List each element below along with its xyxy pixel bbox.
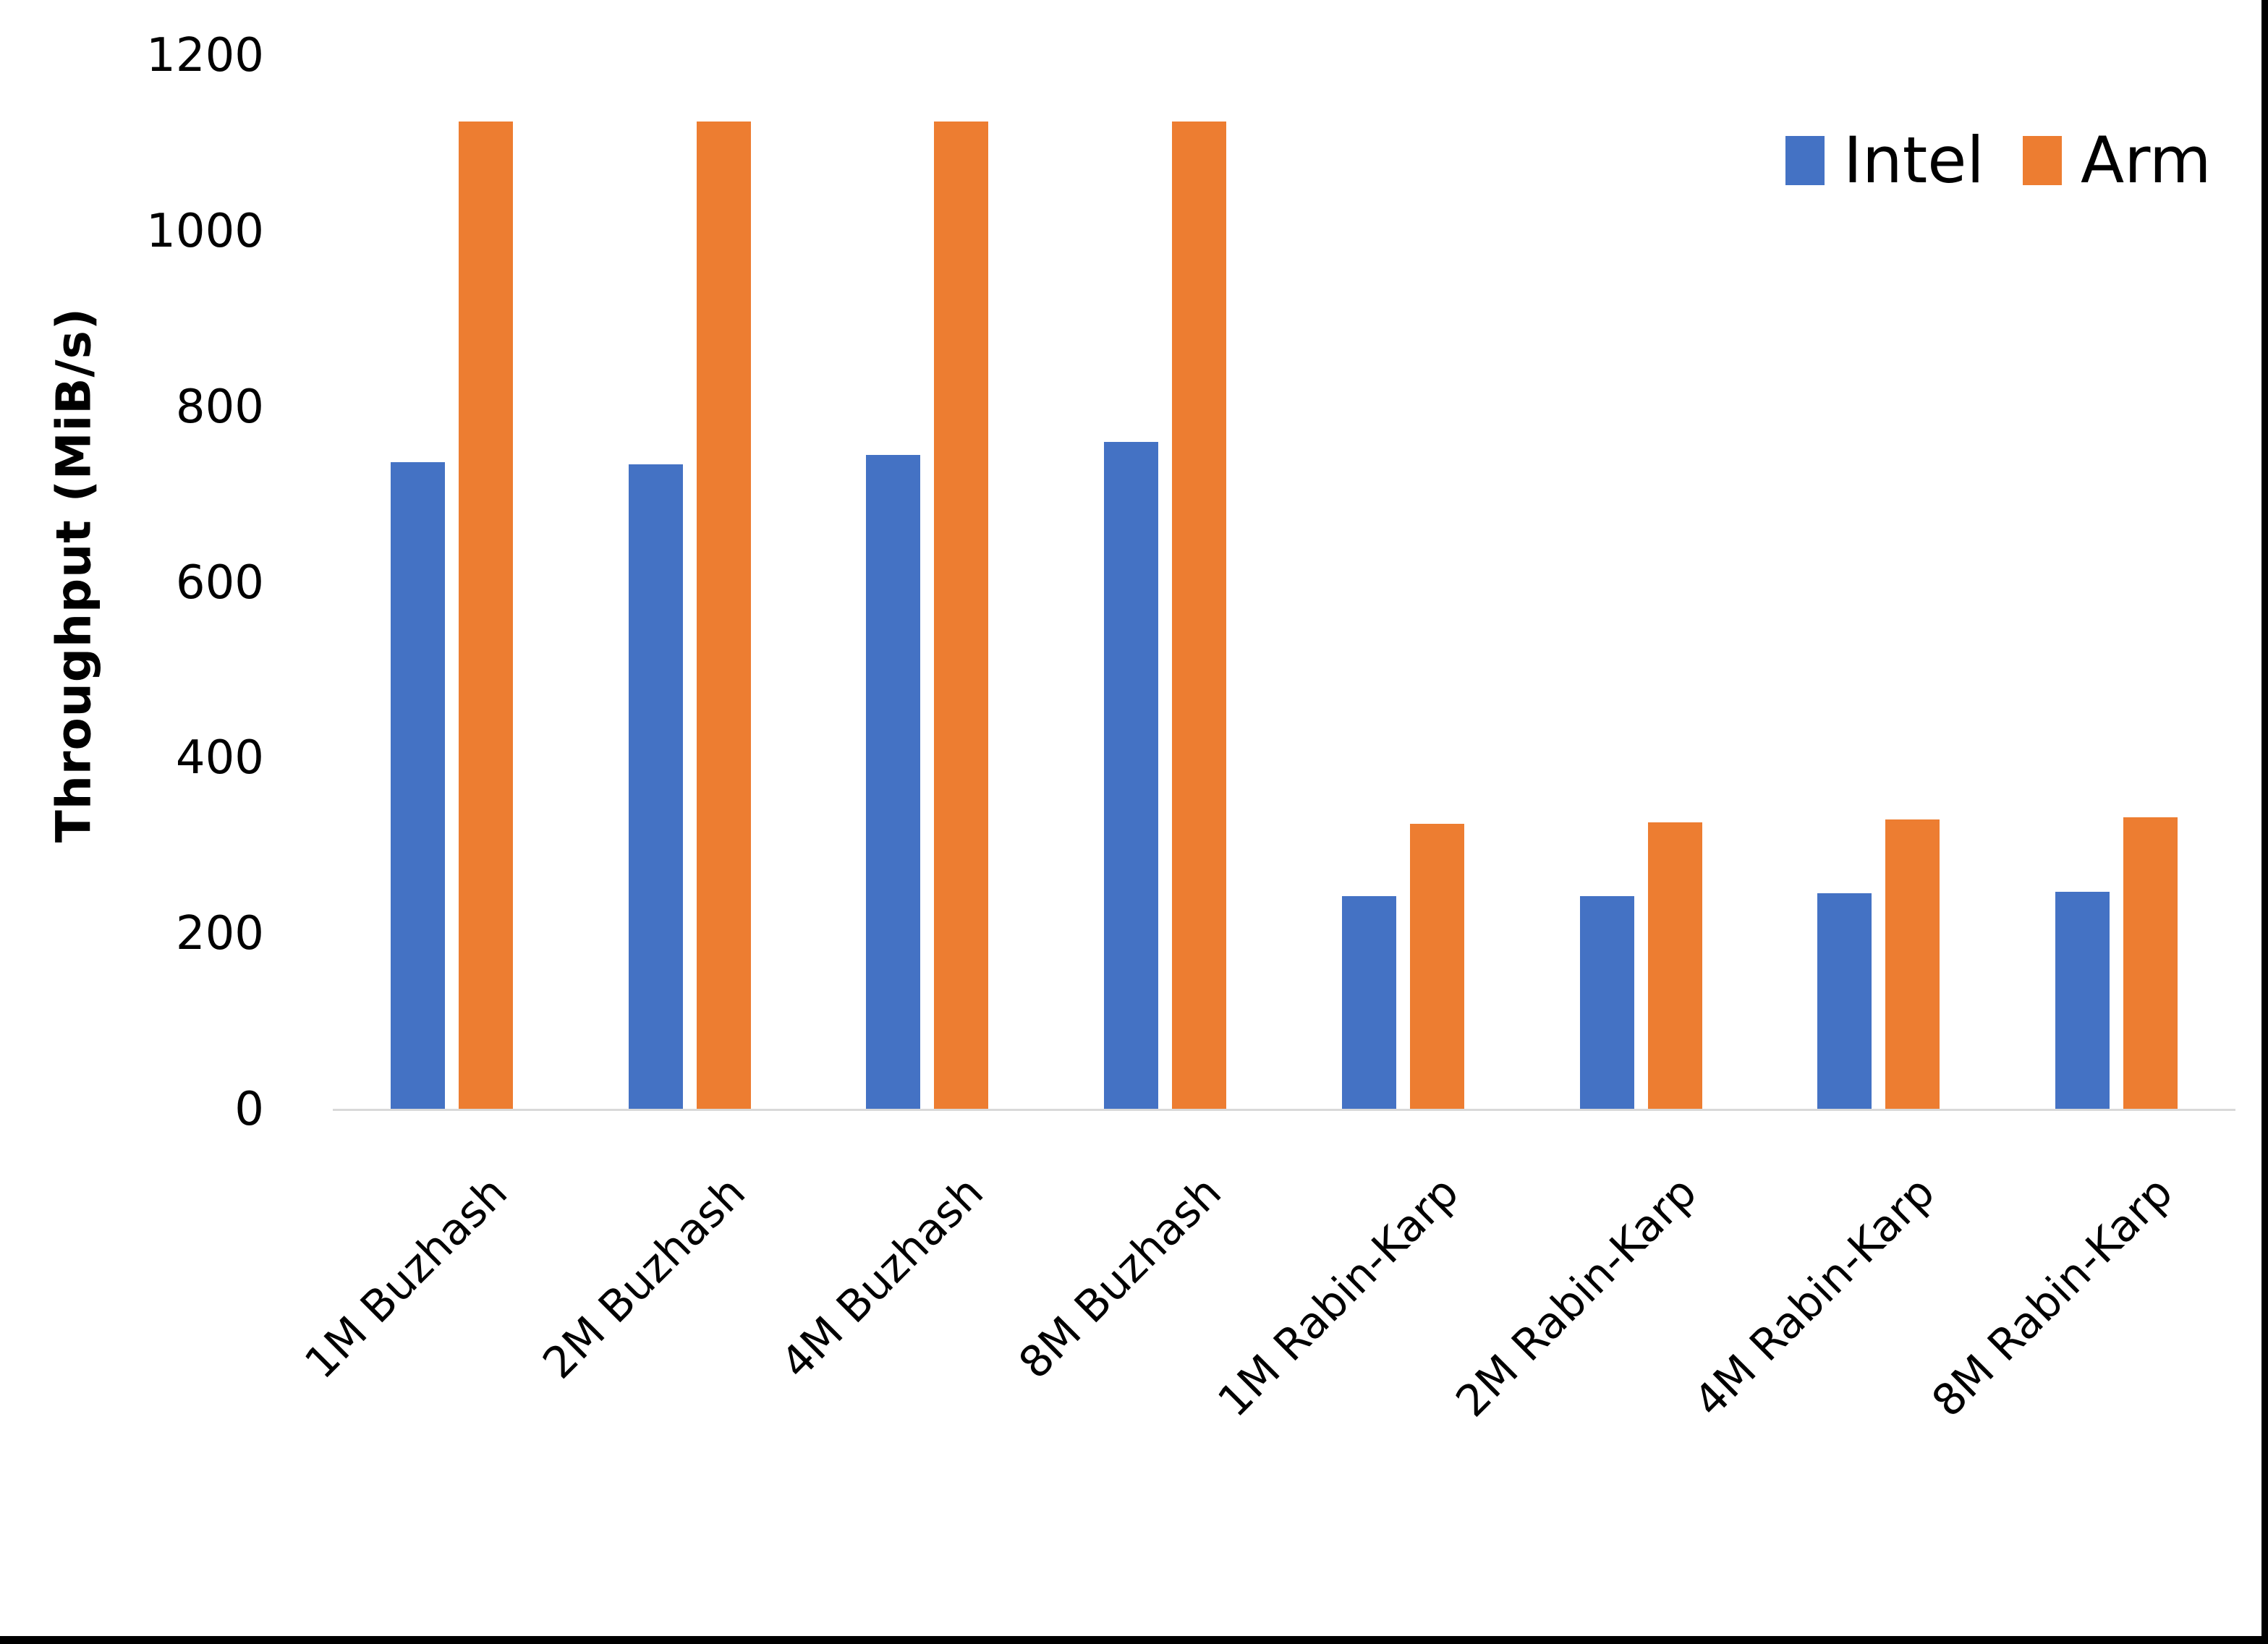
intel-bar (628, 464, 683, 1110)
arm-bar (1172, 122, 1227, 1110)
x-category-label: 2M Rabin-Karp (1446, 1167, 1707, 1427)
legend-item-intel: Intel (1785, 123, 1984, 197)
intel-bar (866, 455, 921, 1110)
y-tick-label: 200 (175, 907, 264, 961)
bottom-border (0, 1636, 2268, 1644)
y-tick-label: 1200 (146, 29, 264, 82)
x-category-label: 1M Rabin-Karp (1208, 1167, 1469, 1427)
intel-bar (2055, 891, 2110, 1110)
bar-group (1046, 56, 1284, 1110)
bar-group (1997, 56, 2235, 1110)
y-tick-label: 1000 (146, 204, 264, 258)
arm-legend-swatch (2023, 136, 2062, 185)
bar-group (1760, 56, 1998, 1110)
x-category-label: 2M Buzhash (533, 1167, 756, 1389)
right-border (2261, 0, 2268, 1644)
y-axis: 0 200 400 600 800 1000 1200 (0, 0, 264, 1644)
arm-bar (1409, 824, 1464, 1110)
intel-bar (1341, 895, 1396, 1110)
y-tick-label: 0 (234, 1083, 264, 1136)
arm-bar (1885, 819, 1940, 1110)
arm-bar (934, 122, 989, 1110)
intel-bar (1817, 893, 1872, 1110)
bar-group (1284, 56, 1522, 1110)
bar-group (571, 56, 809, 1110)
legend-label-intel: Intel (1843, 123, 1984, 197)
y-tick-label: 800 (175, 380, 264, 434)
x-category-label: 4M Buzhash (771, 1167, 993, 1389)
x-category-label: 4M Rabin-Karp (1684, 1167, 1945, 1427)
x-category-label: 8M Buzhash (1008, 1167, 1231, 1389)
bar-group (809, 56, 1047, 1110)
intel-bar (1579, 895, 1634, 1110)
bars-row (333, 56, 2235, 1110)
arm-bar (2123, 817, 2178, 1110)
intel-bar (390, 462, 445, 1110)
y-tick-label: 600 (175, 555, 264, 610)
intel-bar (1104, 442, 1159, 1110)
legend-label-arm: Arm (2081, 123, 2212, 197)
x-axis-line (333, 1109, 2235, 1111)
arm-bar (458, 122, 513, 1110)
x-category-label: 8M Rabin-Karp (1922, 1167, 2183, 1427)
plot-area (333, 56, 2235, 1111)
arm-bar (696, 122, 751, 1110)
legend-item-arm: Arm (2023, 123, 2212, 197)
intel-legend-swatch (1785, 136, 1825, 185)
bar-group (333, 56, 571, 1110)
arm-bar (1647, 822, 1702, 1110)
y-tick-label: 400 (175, 731, 264, 785)
bar-group (1522, 56, 1760, 1110)
